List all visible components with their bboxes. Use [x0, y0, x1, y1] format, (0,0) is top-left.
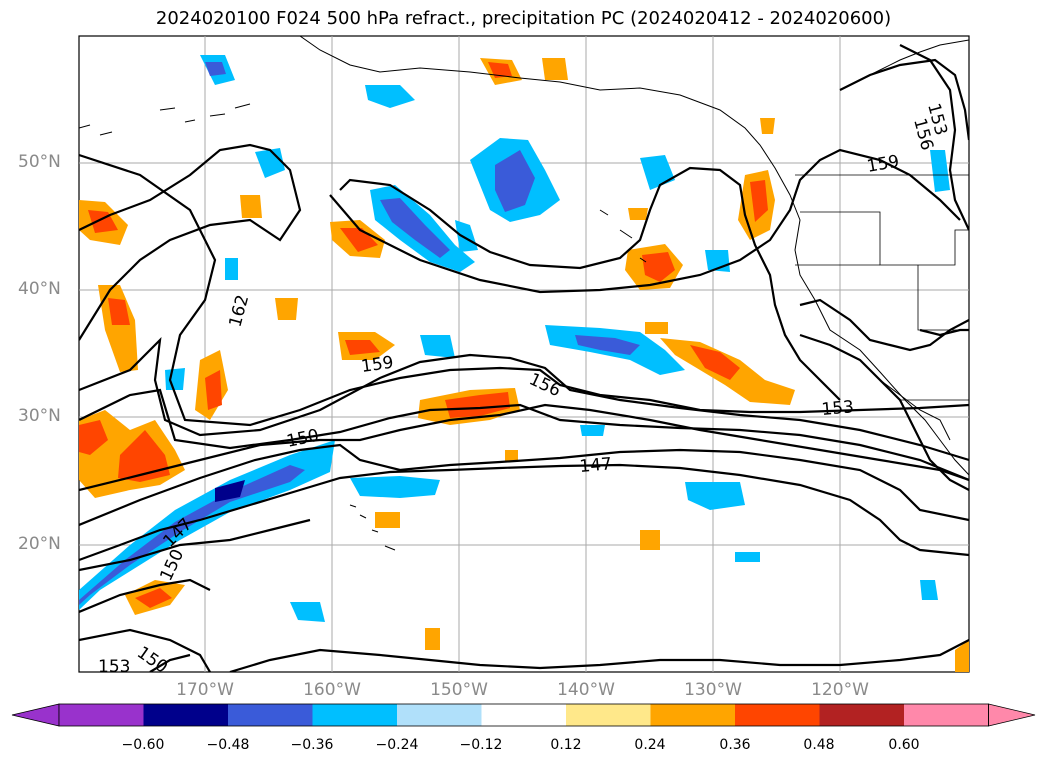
lon-label-130w: 130°W — [684, 680, 742, 700]
contour-label-153: 153 — [821, 397, 855, 420]
colorbar — [11, 703, 1036, 727]
colorbar-tick-label: −0.36 — [290, 737, 334, 753]
contour-150 — [79, 443, 969, 527]
contour-162 — [79, 143, 302, 341]
colorbar-tick-label: −0.60 — [121, 737, 165, 753]
lon-label-150w: 150°W — [430, 680, 488, 700]
contour-153 — [79, 403, 969, 492]
political-borders — [795, 174, 969, 401]
contour-label-159: 159 — [360, 353, 395, 377]
colorbar-segment — [650, 704, 736, 726]
contour-147 — [79, 463, 969, 562]
colorbar-segment — [481, 704, 567, 726]
contour-label-147: 147 — [579, 454, 613, 477]
lat-label-20n: 20°N — [18, 534, 61, 554]
colorbar-segment — [59, 704, 144, 726]
lon-label-140w: 140°W — [557, 680, 615, 700]
refractivity-contours — [79, 44, 969, 672]
map-frame — [78, 35, 970, 673]
lon-label-120w: 120°W — [811, 680, 869, 700]
contour-label-153-sw: 153 — [98, 657, 130, 677]
colorbar-tick-label: 0.24 — [634, 737, 666, 753]
colorbar-segment — [904, 704, 989, 726]
colorbar-tick-label: 0.12 — [550, 737, 582, 753]
colorbar-tick-label: −0.48 — [206, 737, 250, 753]
colorbar-extend-high — [988, 703, 1036, 727]
lon-label-170w: 170°W — [176, 680, 234, 700]
colorbar-tick-label: 0.48 — [803, 737, 835, 753]
colorbar-segment — [566, 704, 651, 726]
colorbar-segment — [735, 704, 820, 726]
colorbar-tick-label: −0.24 — [375, 737, 419, 753]
colorbar-segment — [819, 704, 905, 726]
lat-label-30n: 30°N — [18, 406, 61, 426]
contour-162-inner — [79, 153, 969, 427]
colorbar-tick-label: 0.60 — [888, 737, 920, 753]
colorbar-tick-label: −0.12 — [459, 737, 503, 753]
colorbar-segment — [228, 704, 313, 726]
lon-label-160w: 160°W — [303, 680, 361, 700]
contour-159 — [79, 336, 969, 462]
neg-area-subtropical-jet-core — [79, 465, 305, 605]
contour-156 — [79, 388, 969, 482]
map-title: 2024020100 F024 500 hPa refract., precip… — [155, 8, 892, 29]
colorbar-segment — [312, 704, 398, 726]
lat-label-50n: 50°N — [18, 152, 61, 172]
colorbar-segment — [397, 704, 482, 726]
gridlines — [79, 36, 969, 672]
negative-precip-anomaly-areas — [79, 55, 950, 622]
positive-precip-anomaly-areas — [79, 58, 969, 672]
lat-label-40n: 40°N — [18, 279, 61, 299]
colorbar-tick-label: 0.36 — [719, 737, 751, 753]
colorbar-segment — [143, 704, 229, 726]
colorbar-outline — [58, 703, 989, 727]
colorbar-extend-low — [11, 703, 60, 727]
